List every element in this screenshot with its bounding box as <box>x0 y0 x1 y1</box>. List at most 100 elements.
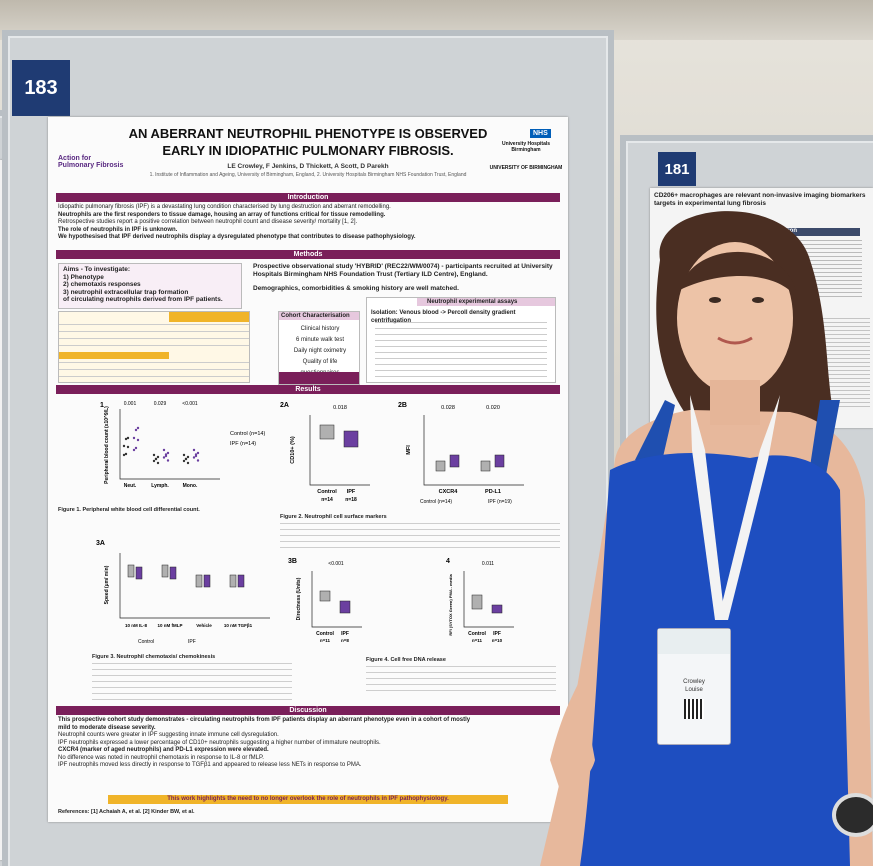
fig1-point <box>156 461 160 465</box>
aim-item: 3) neutrophil extracellular trap formati… <box>63 288 189 296</box>
fig3a-legend: Control <box>138 639 154 645</box>
fig3b-xtick: Control <box>316 631 334 637</box>
board-number-tag: 183 <box>12 60 70 116</box>
fig2a-box-control <box>319 424 335 440</box>
fig2b-pvalue: 0.028 <box>441 405 455 411</box>
fig1-legend: IPF (n=14) <box>230 441 256 447</box>
badge-qr-code <box>684 699 704 719</box>
uhb-logo: University Hospitals Birmingham <box>501 141 551 153</box>
fig2b-box-ipf <box>494 454 505 468</box>
intro-line: The role of neutrophils in IPF is unknow… <box>58 226 178 233</box>
fig1-point <box>186 455 190 459</box>
fig3a-xtick: 10 nM IL-8 <box>125 623 148 628</box>
fig3a-box-ipf <box>169 566 177 580</box>
fig4-ylabel: RFI (SYTOX Green) PMA - media <box>448 574 453 636</box>
fig1-point <box>134 446 138 450</box>
cohort-item: 6 minute walk test <box>295 337 345 343</box>
uob-logo: UNIVERSITY OF BIRMINGHAM <box>489 165 563 171</box>
intro-line: Neutrophils are the first responders to … <box>58 211 386 218</box>
right-board-number-tag: 181 <box>658 152 696 186</box>
right-poster-title: CD206+ macrophages are relevant non-inva… <box>654 192 866 207</box>
fig1-point <box>136 426 140 430</box>
fig1-xtick: Mono. <box>183 483 198 489</box>
fig2a-label: 2A <box>280 402 289 409</box>
name-badge: Crowley Louise <box>657 628 731 745</box>
fig1-point <box>124 452 128 456</box>
fig4-box-ipf <box>491 604 503 614</box>
fig1-point <box>122 453 126 457</box>
discussion-line: IPF neutrophils moved less directly in r… <box>58 762 362 768</box>
fig1-point <box>152 459 156 463</box>
fig3a-xtick: Vehicle <box>196 623 212 628</box>
fig1-point <box>182 459 186 463</box>
fig2a-ylabel: CD10+ (%) <box>290 436 296 464</box>
methods-text2: Demographics, comorbidities & smoking hi… <box>253 285 459 292</box>
fig4-n: n=11 <box>472 638 483 643</box>
fig3b-axes <box>311 571 362 628</box>
cohort-item: Clinical history <box>300 326 340 332</box>
poster-title-line1: AN ABERRANT NEUTROPHIL PHENOTYPE IS OBSE… <box>128 126 488 141</box>
main-poster: AN ABERRANT NEUTROPHIL PHENOTYPE IS OBSE… <box>48 117 568 822</box>
fig1-point <box>122 444 126 448</box>
fig2a-xtick: Control <box>317 489 337 495</box>
fig1-point <box>156 455 160 459</box>
fig1-point <box>186 461 190 465</box>
results-header: Results <box>56 385 560 394</box>
apf-logo: Action for Pulmonary Fibrosis <box>58 155 124 169</box>
fig1-label: 1 <box>100 402 104 409</box>
fig1-point <box>152 453 156 457</box>
fig2b-pvalue: 0.020 <box>486 405 500 411</box>
fig3a-xtick: 10 nM TGFβ1 <box>224 623 253 628</box>
fig2a-pvalue: 0.018 <box>333 405 347 411</box>
badge-name-line2: Louise <box>685 687 703 693</box>
fig3b-pvalue: <0.001 <box>328 561 344 567</box>
fig3a-label: 3A <box>96 540 105 547</box>
intro-line: We hypothesised that IPF derived neutrop… <box>58 234 416 240</box>
fig3a-box-control <box>229 574 237 588</box>
fig1-point <box>196 451 200 455</box>
fig1-point <box>126 436 130 440</box>
introduction-header: Introduction <box>56 193 560 202</box>
fig4-caption-text: Figure 4. Cell free DNA release <box>366 657 446 663</box>
poster-title: AN ABERRANT NEUTROPHIL PHENOTYPE IS OBSE… <box>48 125 568 159</box>
discussion-line: CXCR4 (marker of aged neutrophils) and P… <box>58 747 269 753</box>
fig4-n: n=10 <box>492 638 503 643</box>
fig1-point <box>164 454 168 458</box>
assays-title: Neutrophil experimental assays <box>427 299 518 305</box>
fig1-axes <box>119 409 220 480</box>
intro-line: Retrospective studies report a positive … <box>58 219 358 225</box>
cohort-title: Cohort Characterisation <box>281 313 350 319</box>
fig3-caption: Figure 3. Neutrophil chemotaxis/ chemoki… <box>92 654 292 661</box>
fig1-point <box>136 438 140 442</box>
fig2b-label: 2B <box>398 402 407 409</box>
poster-authors: LE Crowley, F Jenkins, D Thickett, A Sco… <box>227 163 389 170</box>
person-photo <box>540 211 873 866</box>
fig4-box-control <box>471 594 483 610</box>
fig2a-box-ipf <box>343 430 359 448</box>
references: References: [1] Achaiah A, et al. [2] Ki… <box>58 809 195 815</box>
methods-text: Prospective observational study 'HYBRID'… <box>253 263 553 278</box>
aim-item: 2) chemotaxis responses <box>63 281 141 288</box>
fig4-caption: Figure 4. Cell free DNA release <box>366 657 556 664</box>
fig3a-box-control <box>195 574 203 588</box>
fig1-xtick: Neut. <box>124 483 137 489</box>
fig1-point <box>166 451 170 455</box>
intro-line: Idiopathic pulmonary fibrosis (IPF) is a… <box>58 204 391 210</box>
demographics-table <box>58 311 250 383</box>
fig2b-xtick: PD-L1 <box>485 489 501 495</box>
discussion-line: This prospective cohort study demonstrat… <box>58 717 471 723</box>
fig1-point <box>192 456 196 459</box>
assays-box: Neutrophil experimental assays Isolation… <box>366 297 556 383</box>
discussion-line: IPF neutrophils expressed a lower percen… <box>58 739 381 746</box>
discussion-list: This prospective cohort study demonstrat… <box>58 717 563 770</box>
badge-name-line1: Crowley <box>683 679 705 685</box>
fig3b-ylabel: Directness (Units) <box>296 577 302 620</box>
nhs-logo: NHS <box>530 129 551 138</box>
fig1-pvalue: 0.029 <box>154 401 167 407</box>
fig2a-xtick: IPF <box>347 489 356 495</box>
intro-list: Idiopathic pulmonary fibrosis (IPF) is a… <box>58 204 558 242</box>
fig3a-xtick: 10 nM fMLP <box>157 623 182 628</box>
fig1-caption: Figure 1. Peripheral white blood cell di… <box>58 507 278 514</box>
fig1-point <box>192 448 196 452</box>
